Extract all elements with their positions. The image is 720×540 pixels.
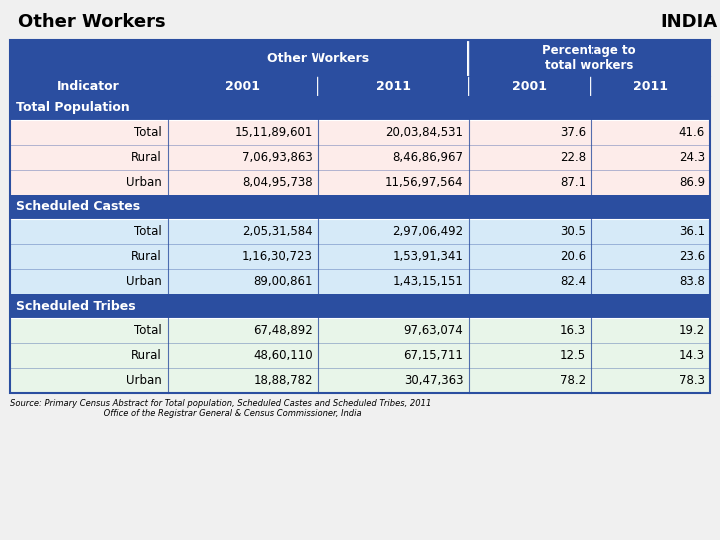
Text: 11,56,97,564: 11,56,97,564 xyxy=(385,176,464,189)
Text: Other Workers: Other Workers xyxy=(267,51,369,64)
Text: 19.2: 19.2 xyxy=(679,324,705,337)
Bar xyxy=(469,40,710,76)
Text: Total Population: Total Population xyxy=(16,102,130,114)
Text: 2,97,06,492: 2,97,06,492 xyxy=(392,225,464,238)
Bar xyxy=(10,170,710,195)
Text: 12.5: 12.5 xyxy=(560,349,586,362)
Text: 20.6: 20.6 xyxy=(560,250,586,263)
Text: 22.8: 22.8 xyxy=(560,151,586,164)
Text: 2011: 2011 xyxy=(376,79,410,92)
Bar xyxy=(317,76,319,96)
Text: 7,06,93,863: 7,06,93,863 xyxy=(242,151,313,164)
Text: Urban: Urban xyxy=(126,374,161,387)
Text: 89,00,861: 89,00,861 xyxy=(253,275,313,288)
Text: 16.3: 16.3 xyxy=(560,324,586,337)
Bar xyxy=(10,318,710,343)
Text: 2001: 2001 xyxy=(512,79,547,92)
Text: 30.5: 30.5 xyxy=(560,225,586,238)
Text: 2011: 2011 xyxy=(633,79,668,92)
Text: 48,60,110: 48,60,110 xyxy=(253,349,313,362)
Text: Urban: Urban xyxy=(126,176,161,189)
Text: Scheduled Tribes: Scheduled Tribes xyxy=(16,300,135,313)
Bar xyxy=(318,76,469,96)
Text: Indicator: Indicator xyxy=(58,79,120,92)
Bar xyxy=(10,195,710,219)
Text: 14.3: 14.3 xyxy=(679,349,705,362)
Text: 24.3: 24.3 xyxy=(679,151,705,164)
Bar xyxy=(10,343,710,368)
Text: 2,05,31,584: 2,05,31,584 xyxy=(243,225,313,238)
Text: 97,63,074: 97,63,074 xyxy=(404,324,464,337)
Text: Urban: Urban xyxy=(126,275,161,288)
Text: Total: Total xyxy=(134,126,161,139)
Text: 37.6: 37.6 xyxy=(560,126,586,139)
Text: INDIA: INDIA xyxy=(660,13,717,31)
Text: 36.1: 36.1 xyxy=(679,225,705,238)
Bar xyxy=(10,145,710,170)
Bar xyxy=(168,76,318,96)
Bar xyxy=(467,76,469,96)
Bar xyxy=(10,40,710,393)
Text: 78.2: 78.2 xyxy=(560,374,586,387)
Text: Rural: Rural xyxy=(131,151,161,164)
Bar xyxy=(10,40,168,96)
Text: 30,47,363: 30,47,363 xyxy=(404,374,464,387)
Bar xyxy=(10,219,710,244)
Text: 78.3: 78.3 xyxy=(679,374,705,387)
Bar xyxy=(591,76,710,96)
Text: 83.8: 83.8 xyxy=(679,275,705,288)
Text: Rural: Rural xyxy=(131,349,161,362)
Bar xyxy=(10,269,710,294)
Text: 41.6: 41.6 xyxy=(679,126,705,139)
Bar xyxy=(168,40,469,76)
Text: 87.1: 87.1 xyxy=(560,176,586,189)
Bar xyxy=(10,244,710,269)
Bar xyxy=(590,76,592,96)
Text: Total: Total xyxy=(134,225,161,238)
Text: 8,04,95,738: 8,04,95,738 xyxy=(243,176,313,189)
Text: 8,46,86,967: 8,46,86,967 xyxy=(392,151,464,164)
Text: Percentage to
total workers: Percentage to total workers xyxy=(542,44,636,72)
Text: 1,43,15,151: 1,43,15,151 xyxy=(392,275,464,288)
Text: 23.6: 23.6 xyxy=(679,250,705,263)
Text: 82.4: 82.4 xyxy=(560,275,586,288)
Text: Rural: Rural xyxy=(131,250,161,263)
Bar xyxy=(469,76,591,96)
Text: 20,03,84,531: 20,03,84,531 xyxy=(385,126,464,139)
Text: Other Workers: Other Workers xyxy=(18,13,166,31)
Text: 67,48,892: 67,48,892 xyxy=(253,324,313,337)
Bar xyxy=(10,96,710,120)
Text: 2001: 2001 xyxy=(225,79,260,92)
Text: 1,53,91,341: 1,53,91,341 xyxy=(392,250,464,263)
Bar xyxy=(10,368,710,393)
Text: Scheduled Castes: Scheduled Castes xyxy=(16,200,140,213)
Bar xyxy=(10,294,710,318)
Bar xyxy=(467,40,470,76)
Text: Total: Total xyxy=(134,324,161,337)
Text: 15,11,89,601: 15,11,89,601 xyxy=(235,126,313,139)
Bar xyxy=(10,120,710,145)
Text: 86.9: 86.9 xyxy=(679,176,705,189)
Text: 1,16,30,723: 1,16,30,723 xyxy=(242,250,313,263)
Text: 18,88,782: 18,88,782 xyxy=(253,374,313,387)
Text: 67,15,711: 67,15,711 xyxy=(404,349,464,362)
Text: Source: Primary Census Abstract for Total population, Scheduled Castes and Sched: Source: Primary Census Abstract for Tota… xyxy=(10,399,431,418)
